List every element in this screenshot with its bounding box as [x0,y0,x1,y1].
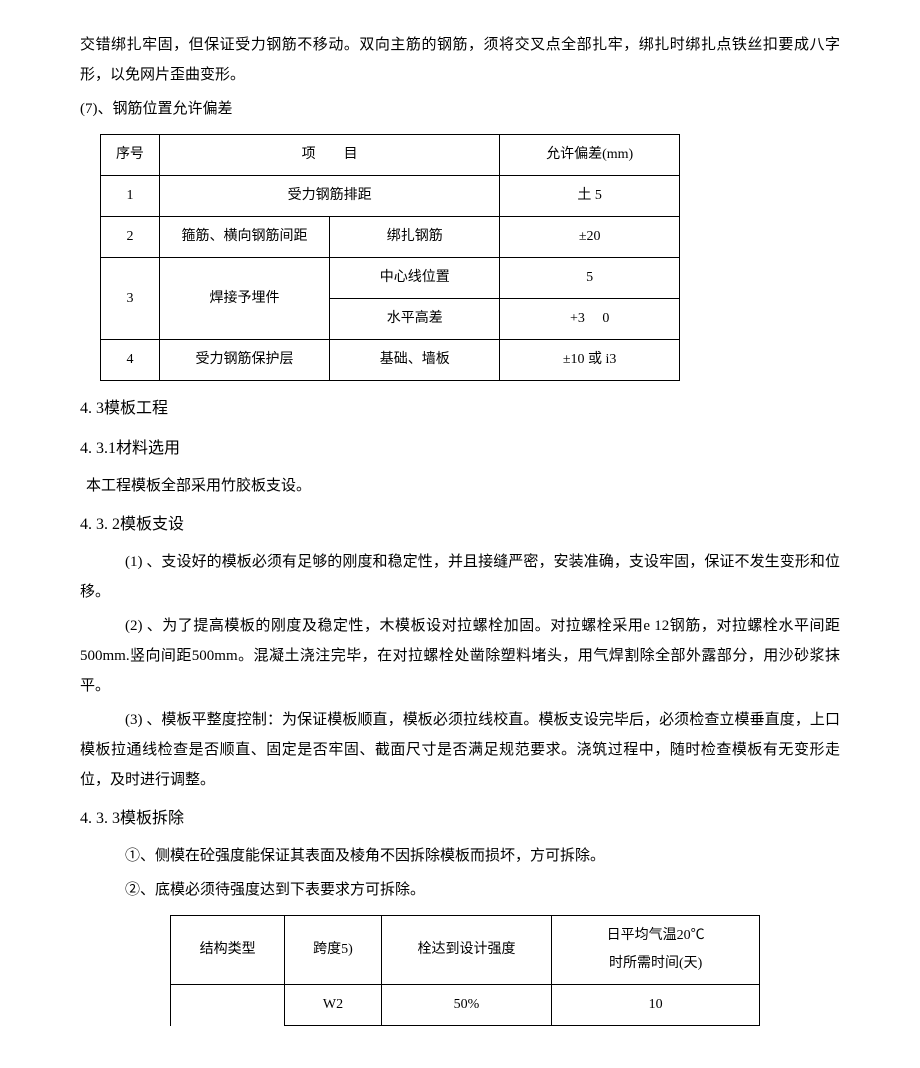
t1-r2c2a: 箍筋、横向钢筋间距 [159,217,329,258]
page-content: 交错绑扎牢固，但保证受力钢筋不移动。双向主筋的钢筋，须将交叉点全部扎牢，绑扎时绑… [0,0,920,1068]
t1-h1: 序号 [101,135,160,176]
t2-h4: 日平均气温20℃ 时所需时间(天) [552,916,760,985]
paragraph-4-3-2-2: (2) 、为了提高模板的刚度及稳定性，木模板设对拉螺栓加固。对拉螺栓采用e 12… [80,611,840,701]
paragraph-remove-2: ②、底模必须待强度达到下表要求方可拆除。 [80,875,840,905]
t2-r1c2: W2 [285,985,381,1026]
t1-r1c3: 土 5 [500,176,680,217]
t1-r3c3: 5 [500,258,680,299]
heading-4-3-3: 4. 3. 3模板拆除 [80,803,840,835]
t2-h4b: 时所需时间(天) [562,950,749,978]
heading-4-3-1: 4. 3.1材料选用 [80,433,840,465]
t2-r1c1 [171,985,285,1026]
t1-h2: 项 目 [159,135,499,176]
t1-r3c1: 3 [101,258,160,340]
t1-r2c3: ±20 [500,217,680,258]
paragraph-remove-1: ①、侧模在砼强度能保证其表面及棱角不因拆除模板而损坏，方可拆除。 [80,841,840,871]
t1-r1c1: 1 [101,176,160,217]
heading-4-3-2: 4. 3. 2模板支设 [80,509,840,541]
t1-h3: 允许偏差(mm) [500,135,680,176]
t2-h3: 栓达到设计强度 [381,916,552,985]
paragraph-4-3-2-1: (1) 、支设好的模板必须有足够的刚度和稳定性，并且接缝严密，安装准确，支设牢固… [80,547,840,607]
paragraph-intro-1: 交错绑扎牢固，但保证受力钢筋不移动。双向主筋的钢筋，须将交叉点全部扎牢，绑扎时绑… [80,30,840,90]
deviation-table: 序号 项 目 允许偏差(mm) 1 受力钢筋排距 土 5 2 箍筋、横向钢筋间距… [100,134,680,381]
t1-r3c2a: 焊接予埋件 [159,258,329,340]
t2-r1c4: 10 [552,985,760,1026]
t1-r2c2b: 绑扎钢筋 [330,217,500,258]
t2-h2: 跨度5) [285,916,381,985]
t1-r3c2c: 水平高差 [330,299,500,340]
t1-r4c3: ±10 或 i3 [500,340,680,381]
t1-r1c2: 受力钢筋排距 [159,176,499,217]
t1-r4c2b: 基础、墙板 [330,340,500,381]
t2-h4a: 日平均气温20℃ [562,922,749,950]
heading-4-3: 4. 3模板工程 [80,393,840,425]
t2-r1c3: 50% [381,985,552,1026]
paragraph-intro-2: (7)、钢筋位置允许偏差 [80,94,840,124]
t1-r4c2a: 受力钢筋保护层 [159,340,329,381]
t2-h1: 结构类型 [171,916,285,985]
strength-table: 结构类型 跨度5) 栓达到设计强度 日平均气温20℃ 时所需时间(天) W2 5… [170,915,760,1026]
paragraph-4-3-2-3: (3) 、模板平整度控制：为保证模板顺直，模板必须拉线校直。模板支设完毕后，必须… [80,705,840,795]
t1-r3c2b: 中心线位置 [330,258,500,299]
paragraph-material: 本工程模板全部采用竹胶板支设。 [86,471,840,501]
t1-r2c1: 2 [101,217,160,258]
t1-r3c3b: +3 0 [500,299,680,340]
t1-r4c1: 4 [101,340,160,381]
